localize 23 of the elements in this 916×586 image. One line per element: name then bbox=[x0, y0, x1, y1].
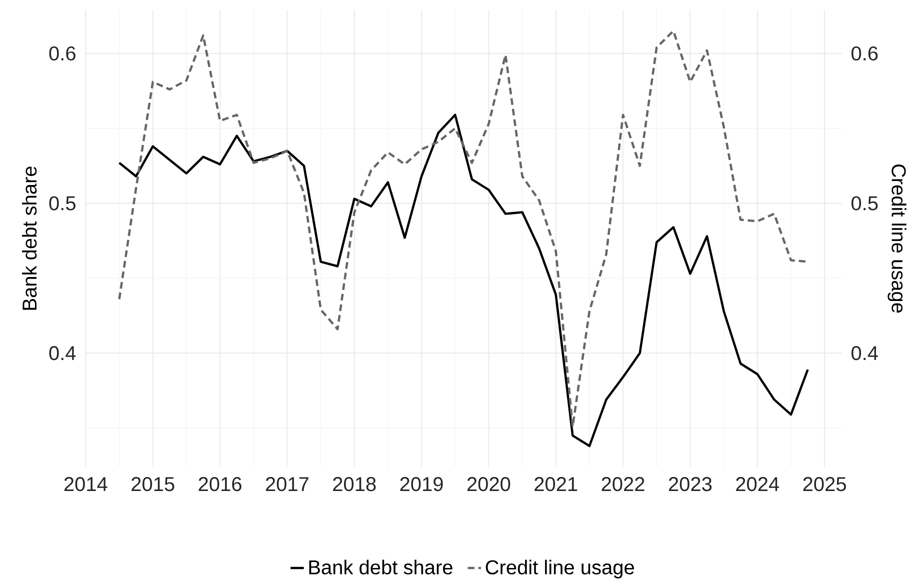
y-axis-title: Bank debt share bbox=[22, 166, 37, 310]
y2-tick-label: 0.5 bbox=[851, 196, 878, 210]
x-tick-label: 2014 bbox=[64, 477, 108, 492]
x-tick-label: 2021 bbox=[534, 477, 578, 492]
x-tick-label: 2017 bbox=[266, 477, 308, 492]
x-tick-label: 2024 bbox=[736, 477, 780, 492]
y-tick-label: 0.5 bbox=[49, 196, 76, 210]
x-tick-label: 2025 bbox=[803, 477, 846, 492]
x-tick-label: 2016 bbox=[198, 477, 242, 492]
y-tick-label: 0.6 bbox=[49, 46, 76, 61]
x-tick-label: 2015 bbox=[132, 477, 174, 492]
x-tick-label: 2023 bbox=[668, 477, 712, 492]
x-tick-label: 2022 bbox=[602, 477, 644, 492]
y-tick-label: 0.4 bbox=[49, 346, 76, 360]
legend-label: Credit line usage bbox=[486, 560, 634, 578]
x-tick-label: 2020 bbox=[467, 477, 510, 492]
line-series bbox=[118, 114, 809, 448]
y2-tick-label: 0.6 bbox=[851, 46, 878, 61]
y2-tick-label: 0.4 bbox=[851, 346, 878, 360]
x-tick-label: 2019 bbox=[400, 477, 443, 492]
legend-label: Bank debt share bbox=[309, 560, 452, 574]
y2-axis-title: Credit line usage bbox=[888, 164, 906, 313]
x-tick-label: 2018 bbox=[333, 477, 376, 492]
